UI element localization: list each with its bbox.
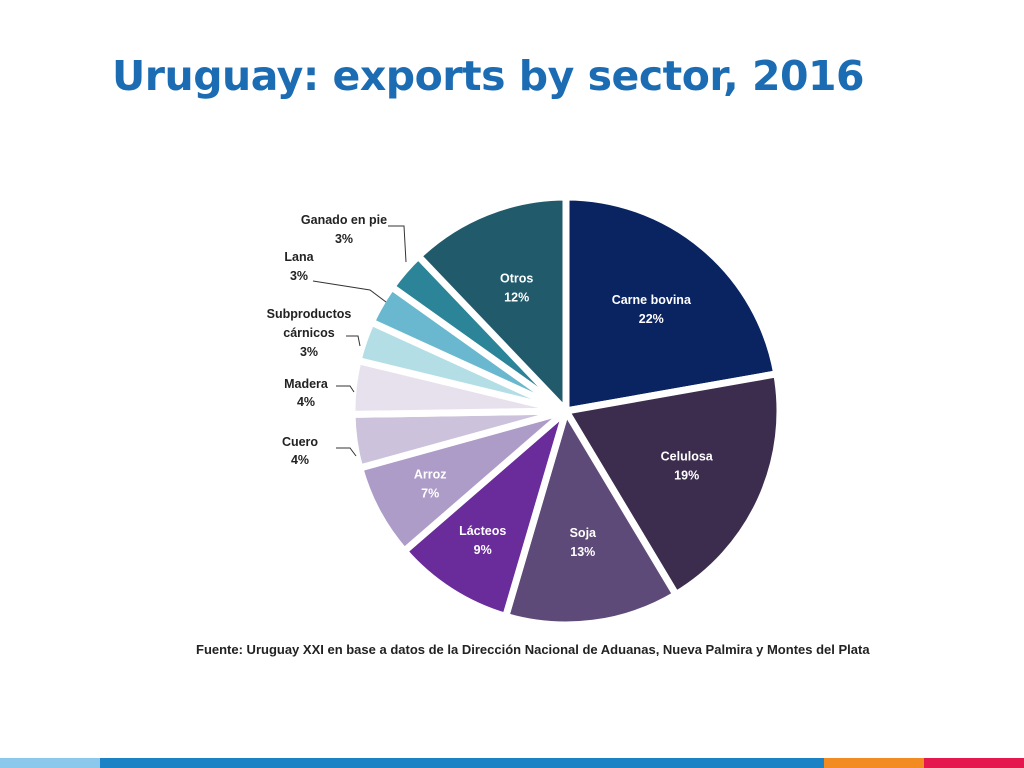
- footer-segment-pink: [924, 758, 1024, 768]
- slice-label-carne-bovina: Carne bovina 22%: [612, 293, 692, 326]
- slice-value-label: 4%: [297, 395, 315, 409]
- slice-name-label: Otros: [500, 271, 533, 285]
- slice-name-label: Subproductos: [267, 307, 352, 321]
- slide-title: Uruguay: exports by sector, 2016: [112, 52, 865, 100]
- slice-label-madera: Madera 4%: [284, 377, 355, 409]
- slice-value-label: 13%: [570, 545, 595, 559]
- slice-name-label: Celulosa: [661, 450, 714, 464]
- slice-name-label: Lana: [284, 250, 314, 264]
- slice-value-label: 9%: [474, 543, 492, 557]
- slice-value-label: 3%: [335, 232, 353, 246]
- footer-segment-orange: [824, 758, 924, 768]
- slice-label-cuero: Cuero 4%: [282, 435, 357, 467]
- slice-value-label: 19%: [674, 469, 699, 483]
- slice-label-lacteos: Lácteos 9%: [459, 524, 506, 557]
- slice-label-ganado-en-pie: Ganado en pie 3%: [301, 213, 407, 263]
- footer-segment-blue: [100, 758, 824, 768]
- pie-slice-soja: [502, 407, 680, 629]
- leader-line: [336, 385, 355, 393]
- slice-label-otros: Otros 12%: [500, 271, 533, 304]
- pie-chart: Carne bovina 22% Celulosa 19% Soja 13% Lácteos…: [266, 193, 784, 629]
- footer-bar: [0, 758, 1024, 768]
- slice-label-arroz: Arroz 7%: [414, 467, 447, 500]
- leader-line: [336, 447, 357, 457]
- slice-name-label: cárnicos: [283, 326, 334, 340]
- pie-slice-carne-bovina: [562, 193, 781, 415]
- pie-slice-lacteos: [400, 407, 570, 620]
- slice-name-label: Arroz: [414, 467, 447, 481]
- slice-name-label: Lácteos: [459, 524, 506, 538]
- slice-name-label: Soja: [570, 526, 597, 540]
- slice-value-label: 3%: [290, 269, 308, 283]
- slice-name-label: Carne bovina: [612, 293, 692, 307]
- slice-label-soja: Soja 13%: [570, 526, 597, 559]
- slice-value-label: 4%: [291, 453, 309, 467]
- pie-slice-celulosa: [562, 370, 784, 599]
- slice-label-lana: Lana 3%: [284, 250, 387, 303]
- slice-name-label: Ganado en pie: [301, 213, 387, 227]
- footer-segment-light-blue: [0, 758, 100, 768]
- leader-line: [388, 225, 407, 263]
- slice-value-label: 7%: [421, 486, 439, 500]
- slice-name-label: Madera: [284, 377, 329, 391]
- slice-value-label: 12%: [504, 290, 529, 304]
- leader-line: [346, 335, 361, 347]
- pie-slice-otros: [414, 193, 570, 415]
- chart-source: Fuente: Uruguay XXI en base a datos de l…: [196, 642, 870, 657]
- slice-label-subproductos-carnicos: Subproductos cárnicos 3%: [267, 307, 361, 359]
- leader-line: [312, 280, 387, 303]
- slice-name-label: Cuero: [282, 435, 318, 449]
- slice-value-label: 22%: [639, 312, 664, 326]
- slice-value-label: 3%: [300, 345, 318, 359]
- slice-label-celulosa: Celulosa 19%: [661, 450, 714, 483]
